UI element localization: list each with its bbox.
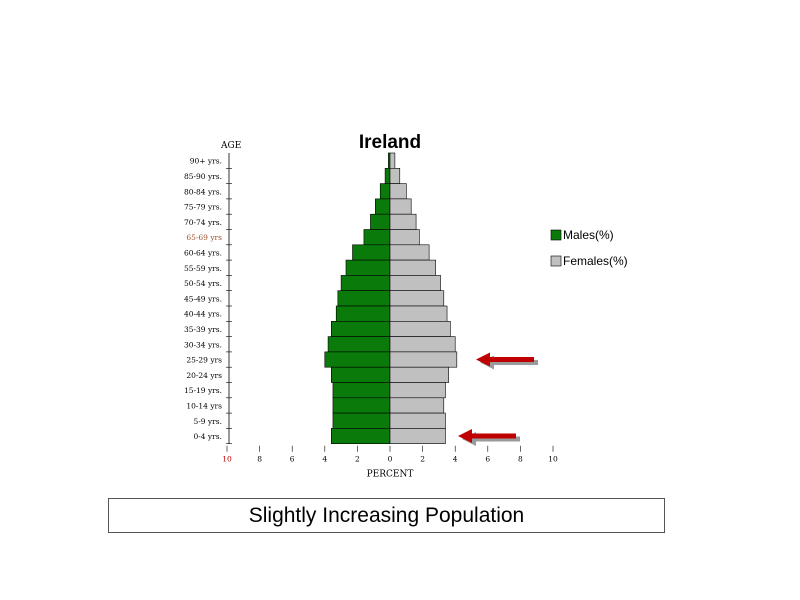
age-category-label: 35-39 yrs. bbox=[184, 325, 222, 334]
male-bar bbox=[345, 259, 391, 276]
female-bar bbox=[389, 229, 420, 246]
male-bar bbox=[331, 320, 391, 337]
x-tick-label: 2 bbox=[420, 455, 425, 464]
male-bar bbox=[324, 351, 391, 368]
female-bar bbox=[389, 168, 401, 184]
female-bar bbox=[389, 290, 445, 307]
caption-box: Slightly Increasing Population bbox=[108, 498, 665, 533]
age-category-label: 0-4 yrs. bbox=[193, 432, 222, 441]
female-bar bbox=[389, 198, 412, 215]
female-bar bbox=[389, 152, 396, 169]
female-bar bbox=[389, 351, 458, 368]
chart-legend: Males(%) Females(%) bbox=[550, 228, 628, 268]
age-category-label: 65-69 yrs bbox=[186, 233, 222, 242]
legend-label: Females(%) bbox=[563, 254, 628, 268]
female-bar bbox=[389, 320, 451, 337]
age-axis-label: AGE bbox=[220, 141, 241, 151]
male-bar bbox=[327, 336, 391, 353]
x-tick-label: 6 bbox=[290, 455, 295, 464]
female-bar bbox=[389, 213, 417, 230]
age-category-label: 75-79 yrs. bbox=[184, 203, 222, 212]
male-bar bbox=[375, 198, 391, 215]
male-bar bbox=[363, 229, 391, 246]
age-category-label: 50-54 yrs. bbox=[184, 279, 222, 288]
x-tick-label: 4 bbox=[453, 455, 458, 464]
female-bar bbox=[389, 183, 407, 200]
male-bar bbox=[335, 305, 391, 322]
female-bar bbox=[389, 397, 445, 414]
age-category-label: 60-64 yrs. bbox=[184, 248, 222, 257]
legend-swatch bbox=[550, 255, 562, 267]
age-category-label: 70-74 yrs. bbox=[184, 218, 222, 227]
age-category-label: 20-24 yrs bbox=[186, 371, 222, 380]
female-bar bbox=[389, 336, 456, 353]
age-category-label: 5-9 yrs. bbox=[193, 417, 222, 426]
age-category-label: 10-14 yrs bbox=[186, 401, 222, 410]
age-category-label: 90+ yrs. bbox=[190, 157, 222, 166]
age-category-label: 45-49 yrs. bbox=[184, 294, 222, 303]
x-tick-label: 2 bbox=[355, 455, 360, 464]
female-bar bbox=[389, 366, 449, 383]
male-bar bbox=[332, 397, 391, 414]
female-bar bbox=[389, 412, 446, 429]
legend-label: Males(%) bbox=[563, 228, 614, 242]
arrow-annotation bbox=[476, 352, 534, 367]
x-tick-label: 10 bbox=[222, 455, 232, 464]
legend-swatch bbox=[550, 229, 562, 241]
x-tick-label: 8 bbox=[257, 455, 262, 464]
male-bar bbox=[337, 290, 391, 307]
arrow-shadow bbox=[462, 432, 520, 447]
arrow-shadow bbox=[480, 355, 538, 370]
age-category-label: 25-29 yrs bbox=[186, 356, 222, 365]
caption-text: Slightly Increasing Population bbox=[248, 503, 525, 527]
chart-bars bbox=[324, 152, 458, 444]
male-bar bbox=[332, 382, 391, 399]
female-bar bbox=[389, 244, 430, 261]
male-bar bbox=[331, 428, 391, 444]
male-bar bbox=[352, 244, 391, 261]
male-bar bbox=[331, 366, 391, 383]
age-category-label: 15-19 yrs. bbox=[184, 386, 222, 395]
x-tick-label: 4 bbox=[322, 455, 327, 464]
female-bar bbox=[389, 259, 436, 276]
chart-axes bbox=[226, 153, 554, 452]
chart-title: Ireland bbox=[359, 132, 421, 153]
age-category-label: 55-59 yrs. bbox=[184, 264, 222, 273]
age-category-label: 85-90 yrs. bbox=[184, 172, 222, 181]
x-tick-label: 6 bbox=[485, 455, 490, 464]
x-tick-label: 8 bbox=[518, 455, 523, 464]
arrow-annotation bbox=[458, 429, 516, 444]
male-bar bbox=[370, 213, 391, 230]
x-tick-label: 10 bbox=[548, 455, 558, 464]
x-tick-label: 0 bbox=[388, 455, 393, 464]
female-bar bbox=[389, 428, 446, 444]
age-category-label: 30-34 yrs. bbox=[184, 340, 222, 349]
male-bar bbox=[332, 412, 391, 429]
chart-labels: Ireland AGE 90+ yrs. 85-90 yrs. 80-84 yrs. 75… bbox=[184, 132, 558, 480]
chart-annotations bbox=[458, 352, 538, 447]
female-bar bbox=[389, 382, 446, 399]
male-bar bbox=[379, 183, 391, 200]
age-category-label: 80-84 yrs. bbox=[184, 187, 222, 196]
female-bar bbox=[389, 305, 448, 322]
age-category-label: 40-44 yrs. bbox=[184, 310, 222, 319]
male-bar bbox=[384, 168, 391, 184]
female-bar bbox=[389, 275, 441, 291]
x-axis-label: PERCENT bbox=[367, 470, 414, 480]
male-bar bbox=[340, 275, 391, 291]
